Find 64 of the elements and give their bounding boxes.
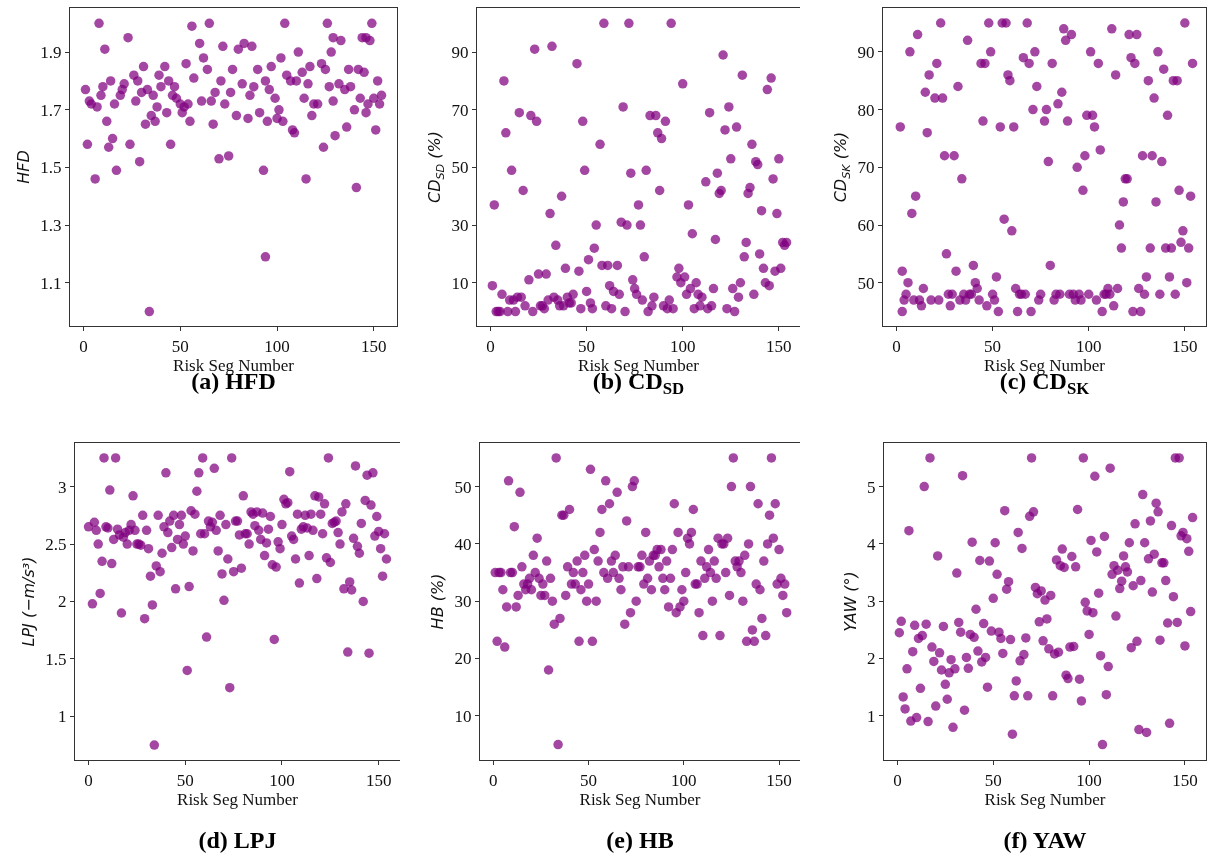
y-tick-label: 90 bbox=[857, 42, 875, 62]
x-tick-label: 0 bbox=[79, 336, 88, 356]
x-tick-label: 50 bbox=[984, 770, 1002, 790]
x-tick-label: 150 bbox=[766, 770, 792, 790]
y-axis-title: HB (%) bbox=[428, 573, 448, 630]
y-tick-label: 1 bbox=[57, 707, 67, 727]
x-tick-label: 0 bbox=[893, 770, 902, 790]
y-tick-label: 30 bbox=[454, 592, 472, 612]
y-tick-label: 20 bbox=[454, 649, 472, 669]
text: (e) HB bbox=[606, 827, 674, 854]
y-tick-label: 70 bbox=[451, 100, 469, 120]
x-tick-label: 50 bbox=[578, 336, 596, 356]
x-tick-label: 50 bbox=[984, 336, 1002, 356]
y-tick-label: 30 bbox=[451, 216, 469, 236]
x-tick-label: 0 bbox=[892, 336, 901, 356]
y-tick-label: 60 bbox=[857, 215, 875, 235]
x-tick-label: 0 bbox=[489, 770, 498, 790]
x-tick-label: 50 bbox=[176, 770, 194, 790]
x-axis-title: Risk Seg Number bbox=[984, 789, 1106, 809]
y-tick-label: 3 bbox=[866, 592, 876, 612]
y-axis-title: YAW (°) bbox=[840, 571, 860, 632]
x-tick-label: 150 bbox=[1172, 770, 1198, 790]
y-tick-label: 2.5 bbox=[45, 535, 67, 555]
y-tick-label: 2 bbox=[57, 592, 67, 612]
y-tick-label: 4 bbox=[866, 534, 876, 554]
y-tick-label: 10 bbox=[454, 706, 472, 726]
y-axis-title: HFD bbox=[14, 150, 34, 184]
x-tick-label: 100 bbox=[669, 336, 696, 356]
x-tick-label: 100 bbox=[1076, 770, 1102, 790]
x-tick-label: 100 bbox=[269, 770, 295, 790]
y-tick-label: 1.9 bbox=[40, 43, 62, 63]
x-tick-label: 150 bbox=[361, 336, 387, 356]
y-tick-label: 3 bbox=[57, 477, 67, 497]
x-tick-label: 150 bbox=[766, 336, 792, 356]
y-tick-label: 1.7 bbox=[40, 100, 62, 120]
y-tick-label: 5 bbox=[866, 477, 876, 497]
y-tick-label: 1.5 bbox=[45, 649, 67, 669]
x-tick-label: 100 bbox=[264, 336, 290, 356]
x-tick-label: 100 bbox=[1075, 336, 1102, 356]
x-tick-label: 0 bbox=[84, 770, 93, 790]
x-tick-label: 0 bbox=[486, 336, 495, 356]
y-tick-label: 70 bbox=[857, 158, 875, 178]
y-tick-label: 2 bbox=[866, 649, 876, 669]
x-tick-label: 100 bbox=[671, 770, 697, 790]
text: (d) LPJ bbox=[198, 827, 277, 854]
x-tick-label: 50 bbox=[580, 770, 598, 790]
x-tick-label: 150 bbox=[365, 770, 392, 790]
x-axis-title: Risk Seg Number bbox=[579, 789, 701, 809]
y-tick-label: 50 bbox=[451, 158, 469, 178]
y-tick-label: 40 bbox=[454, 534, 472, 554]
text: (f) YAW bbox=[1003, 827, 1087, 854]
y-tick-label: 90 bbox=[451, 43, 469, 63]
y-tick-label: 1.3 bbox=[40, 216, 62, 236]
y-tick-label: 80 bbox=[857, 100, 875, 120]
x-tick-label: 150 bbox=[1172, 336, 1198, 356]
y-tick-label: 1.5 bbox=[40, 158, 62, 178]
x-tick-label: 50 bbox=[171, 336, 189, 356]
y-tick-label: 10 bbox=[451, 273, 469, 293]
x-axis-title: Risk Seg Number bbox=[177, 789, 299, 809]
y-tick-label: 50 bbox=[454, 477, 472, 497]
y-tick-label: 1 bbox=[866, 706, 876, 726]
y-tick-label: 1.1 bbox=[40, 273, 62, 293]
y-tick-label: 50 bbox=[857, 273, 875, 293]
y-axis-title: LPJ (−m/s³) bbox=[19, 556, 39, 647]
